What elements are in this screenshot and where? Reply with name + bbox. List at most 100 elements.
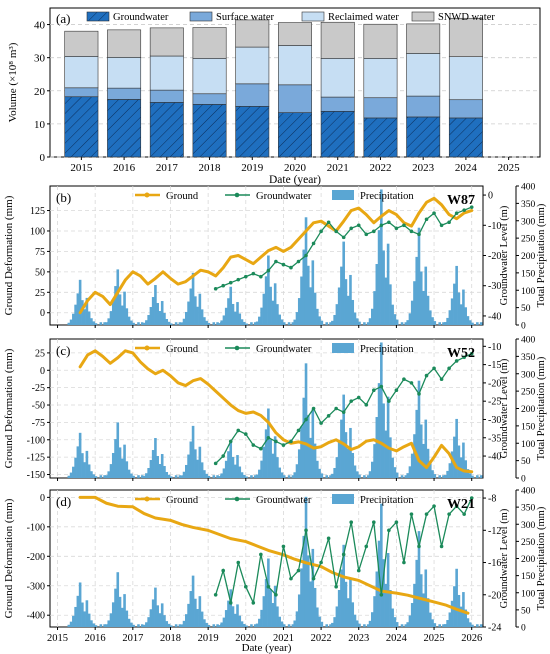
precip-bar <box>81 602 84 627</box>
precip-bar <box>85 450 89 478</box>
bar-hatch <box>192 104 227 157</box>
y-tick-label: 0 <box>40 152 46 164</box>
precip-bar <box>145 473 148 478</box>
precip-bar <box>242 623 246 627</box>
precip-bar <box>428 612 432 627</box>
well-label: W21 <box>447 497 475 512</box>
precip-bar <box>400 624 404 627</box>
precip-bar <box>127 618 131 627</box>
precip-bar <box>158 311 162 325</box>
precip-bar <box>340 266 343 325</box>
precip-bar <box>137 624 140 627</box>
precip-bar <box>351 452 355 478</box>
y2-tick-label: -20 <box>488 378 501 389</box>
precip-bar <box>344 432 348 478</box>
groundwater-point <box>281 262 286 267</box>
precip-bar <box>331 320 334 325</box>
groundwater-point <box>289 439 293 444</box>
groundwater-point <box>454 359 459 363</box>
precip-bar <box>167 623 171 627</box>
precip-bar <box>464 307 467 325</box>
precip-bar <box>238 466 242 478</box>
bar-reclaimed-water <box>320 58 355 98</box>
precip-bar <box>450 451 454 478</box>
precip-bar <box>406 622 409 627</box>
y-tick-label: -100 <box>27 435 45 446</box>
bar-snwd-water <box>192 27 227 59</box>
precip-bar <box>163 615 166 627</box>
precip-bar <box>406 320 409 325</box>
bar-surface-water <box>406 95 441 118</box>
precip-bar <box>81 300 84 325</box>
precip-bar <box>382 403 385 478</box>
precip-bar <box>114 286 117 325</box>
groundwater-point <box>356 395 361 400</box>
legend-groundwater-marker <box>234 496 240 502</box>
precip-bar <box>267 558 270 627</box>
ground-deformation-line <box>78 196 474 315</box>
precip-bar <box>377 383 381 478</box>
y-tick-label: 75 <box>35 247 45 258</box>
precip-bar <box>142 323 146 325</box>
precip-bar <box>69 621 73 627</box>
precip-bar <box>94 476 98 478</box>
precip-bar <box>198 596 202 627</box>
precip-bar <box>137 322 140 325</box>
precip-bar <box>111 602 115 627</box>
precip-bar <box>282 322 286 325</box>
groundwater-point <box>402 560 406 565</box>
legend-hatch <box>87 12 109 21</box>
precip-bar <box>163 466 166 478</box>
precip-bar <box>222 315 226 325</box>
groundwater-point <box>326 414 331 418</box>
precip-bar <box>262 446 266 478</box>
groundwater-point <box>356 223 361 228</box>
precip-bar <box>295 312 299 325</box>
precip-bar <box>271 603 275 627</box>
bar-snwd-water <box>406 23 441 54</box>
precip-bar <box>220 622 223 627</box>
precip-bar <box>320 473 324 478</box>
precip-bar <box>83 611 86 627</box>
precip-bar <box>187 301 190 325</box>
groundwater-point <box>228 280 233 285</box>
x-tick-label: 2018 <box>199 162 222 174</box>
precip-bar <box>212 475 216 478</box>
precip-bar <box>331 622 334 627</box>
precip-bar <box>107 471 111 478</box>
groundwater-point <box>311 576 316 581</box>
precip-bar <box>368 620 372 627</box>
groundwater-point <box>228 439 233 444</box>
precip-tick-label: 300 <box>521 217 536 227</box>
precip-bar <box>444 624 447 627</box>
precip-bar <box>318 616 321 627</box>
y-axis-label: Ground Deformation (mm) <box>3 348 15 468</box>
precip-bar <box>371 308 374 325</box>
precip-bar <box>404 475 408 478</box>
precip-bar <box>116 269 120 325</box>
groundwater-point <box>326 220 331 225</box>
x-tick-label: 2015 <box>70 162 93 174</box>
precip-bar <box>94 323 98 325</box>
precip-bar <box>264 276 268 325</box>
precip-bar <box>245 625 248 627</box>
precip-bar <box>391 457 394 478</box>
precip-bar <box>393 617 397 627</box>
precip-bar <box>203 619 206 627</box>
groundwater-point <box>213 461 218 466</box>
precip-bar <box>262 293 266 325</box>
groundwater-point <box>469 496 474 500</box>
precip-bar <box>178 624 182 627</box>
precip-bar <box>127 469 131 478</box>
precip-bar <box>87 613 91 627</box>
bar-reclaimed-water <box>107 57 142 89</box>
groundwater-point <box>341 410 346 414</box>
precip-bar <box>105 624 108 627</box>
precip-bar <box>189 591 193 627</box>
groundwater-point <box>424 217 429 222</box>
precip-bar <box>358 474 361 478</box>
precip-bar <box>464 460 467 478</box>
y-tick-label: 20 <box>34 86 46 98</box>
precip-bar <box>313 443 317 478</box>
groundwater-point <box>424 373 429 378</box>
